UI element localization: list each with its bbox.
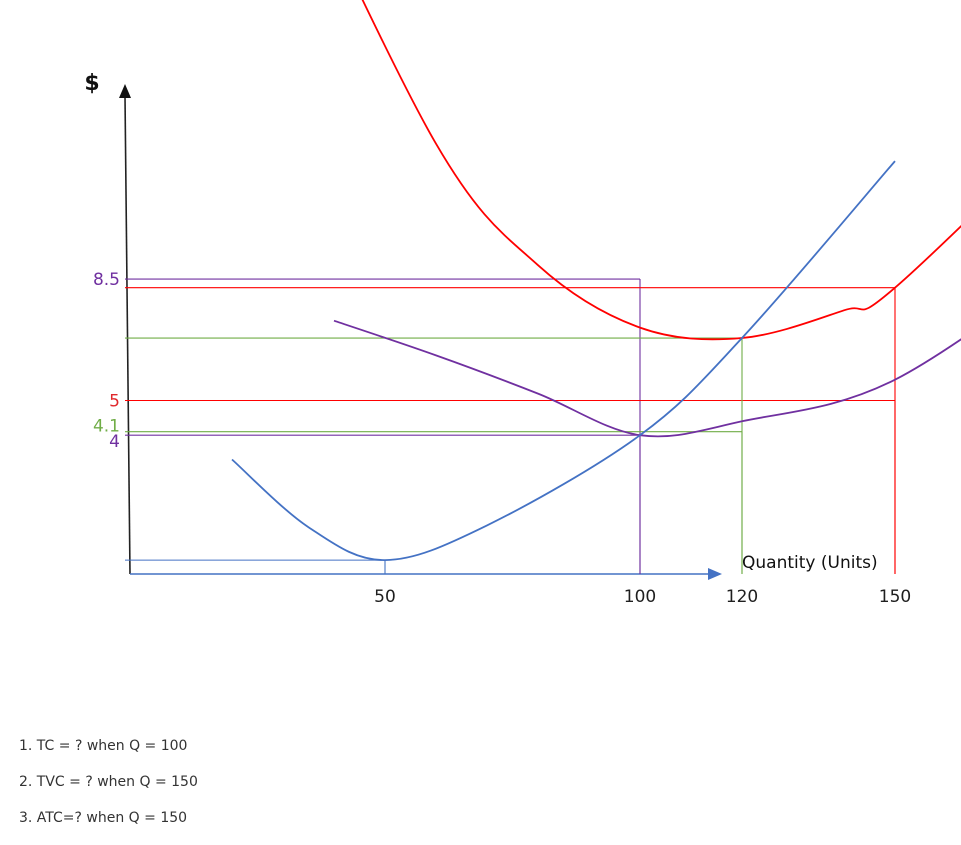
y-tick-label-1: 5	[109, 392, 120, 412]
x-tick-label-0: 50	[374, 587, 396, 607]
y-axis-title: $	[84, 71, 99, 96]
curve-1	[333, 319, 961, 438]
y-tick-label-2: 4.1	[93, 417, 120, 437]
y-tick-label-3: 4	[109, 432, 120, 452]
y-tick-label-0: 8.5	[93, 270, 120, 290]
question-list: 1. TC = ? when Q = 100 2. TVC = ? when Q…	[19, 736, 198, 844]
question-1: 1. TC = ? when Q = 100	[19, 738, 188, 754]
axes	[119, 84, 722, 580]
question-3: 3. ATC=? when Q = 150	[19, 810, 188, 826]
cost-curves	[231, 0, 961, 562]
question-2: 2. TVC = ? when Q = 150	[19, 774, 198, 790]
y-axis-arrow	[119, 84, 131, 98]
axis-labels: $ Quantity (Units) 50 100 120 150 8.5 5 4.14	[84, 71, 911, 607]
curve-2	[231, 160, 896, 562]
curve-0	[361, 0, 961, 341]
x-tick-label-3: 150	[879, 587, 911, 607]
x-axis-arrow	[708, 568, 722, 580]
x-tick-label-1: 100	[624, 587, 656, 607]
y-axis-line	[124, 95, 131, 575]
x-tick-label-2: 120	[726, 587, 758, 607]
x-axis-title: Quantity (Units)	[742, 553, 878, 573]
reference-lines	[125, 278, 896, 574]
